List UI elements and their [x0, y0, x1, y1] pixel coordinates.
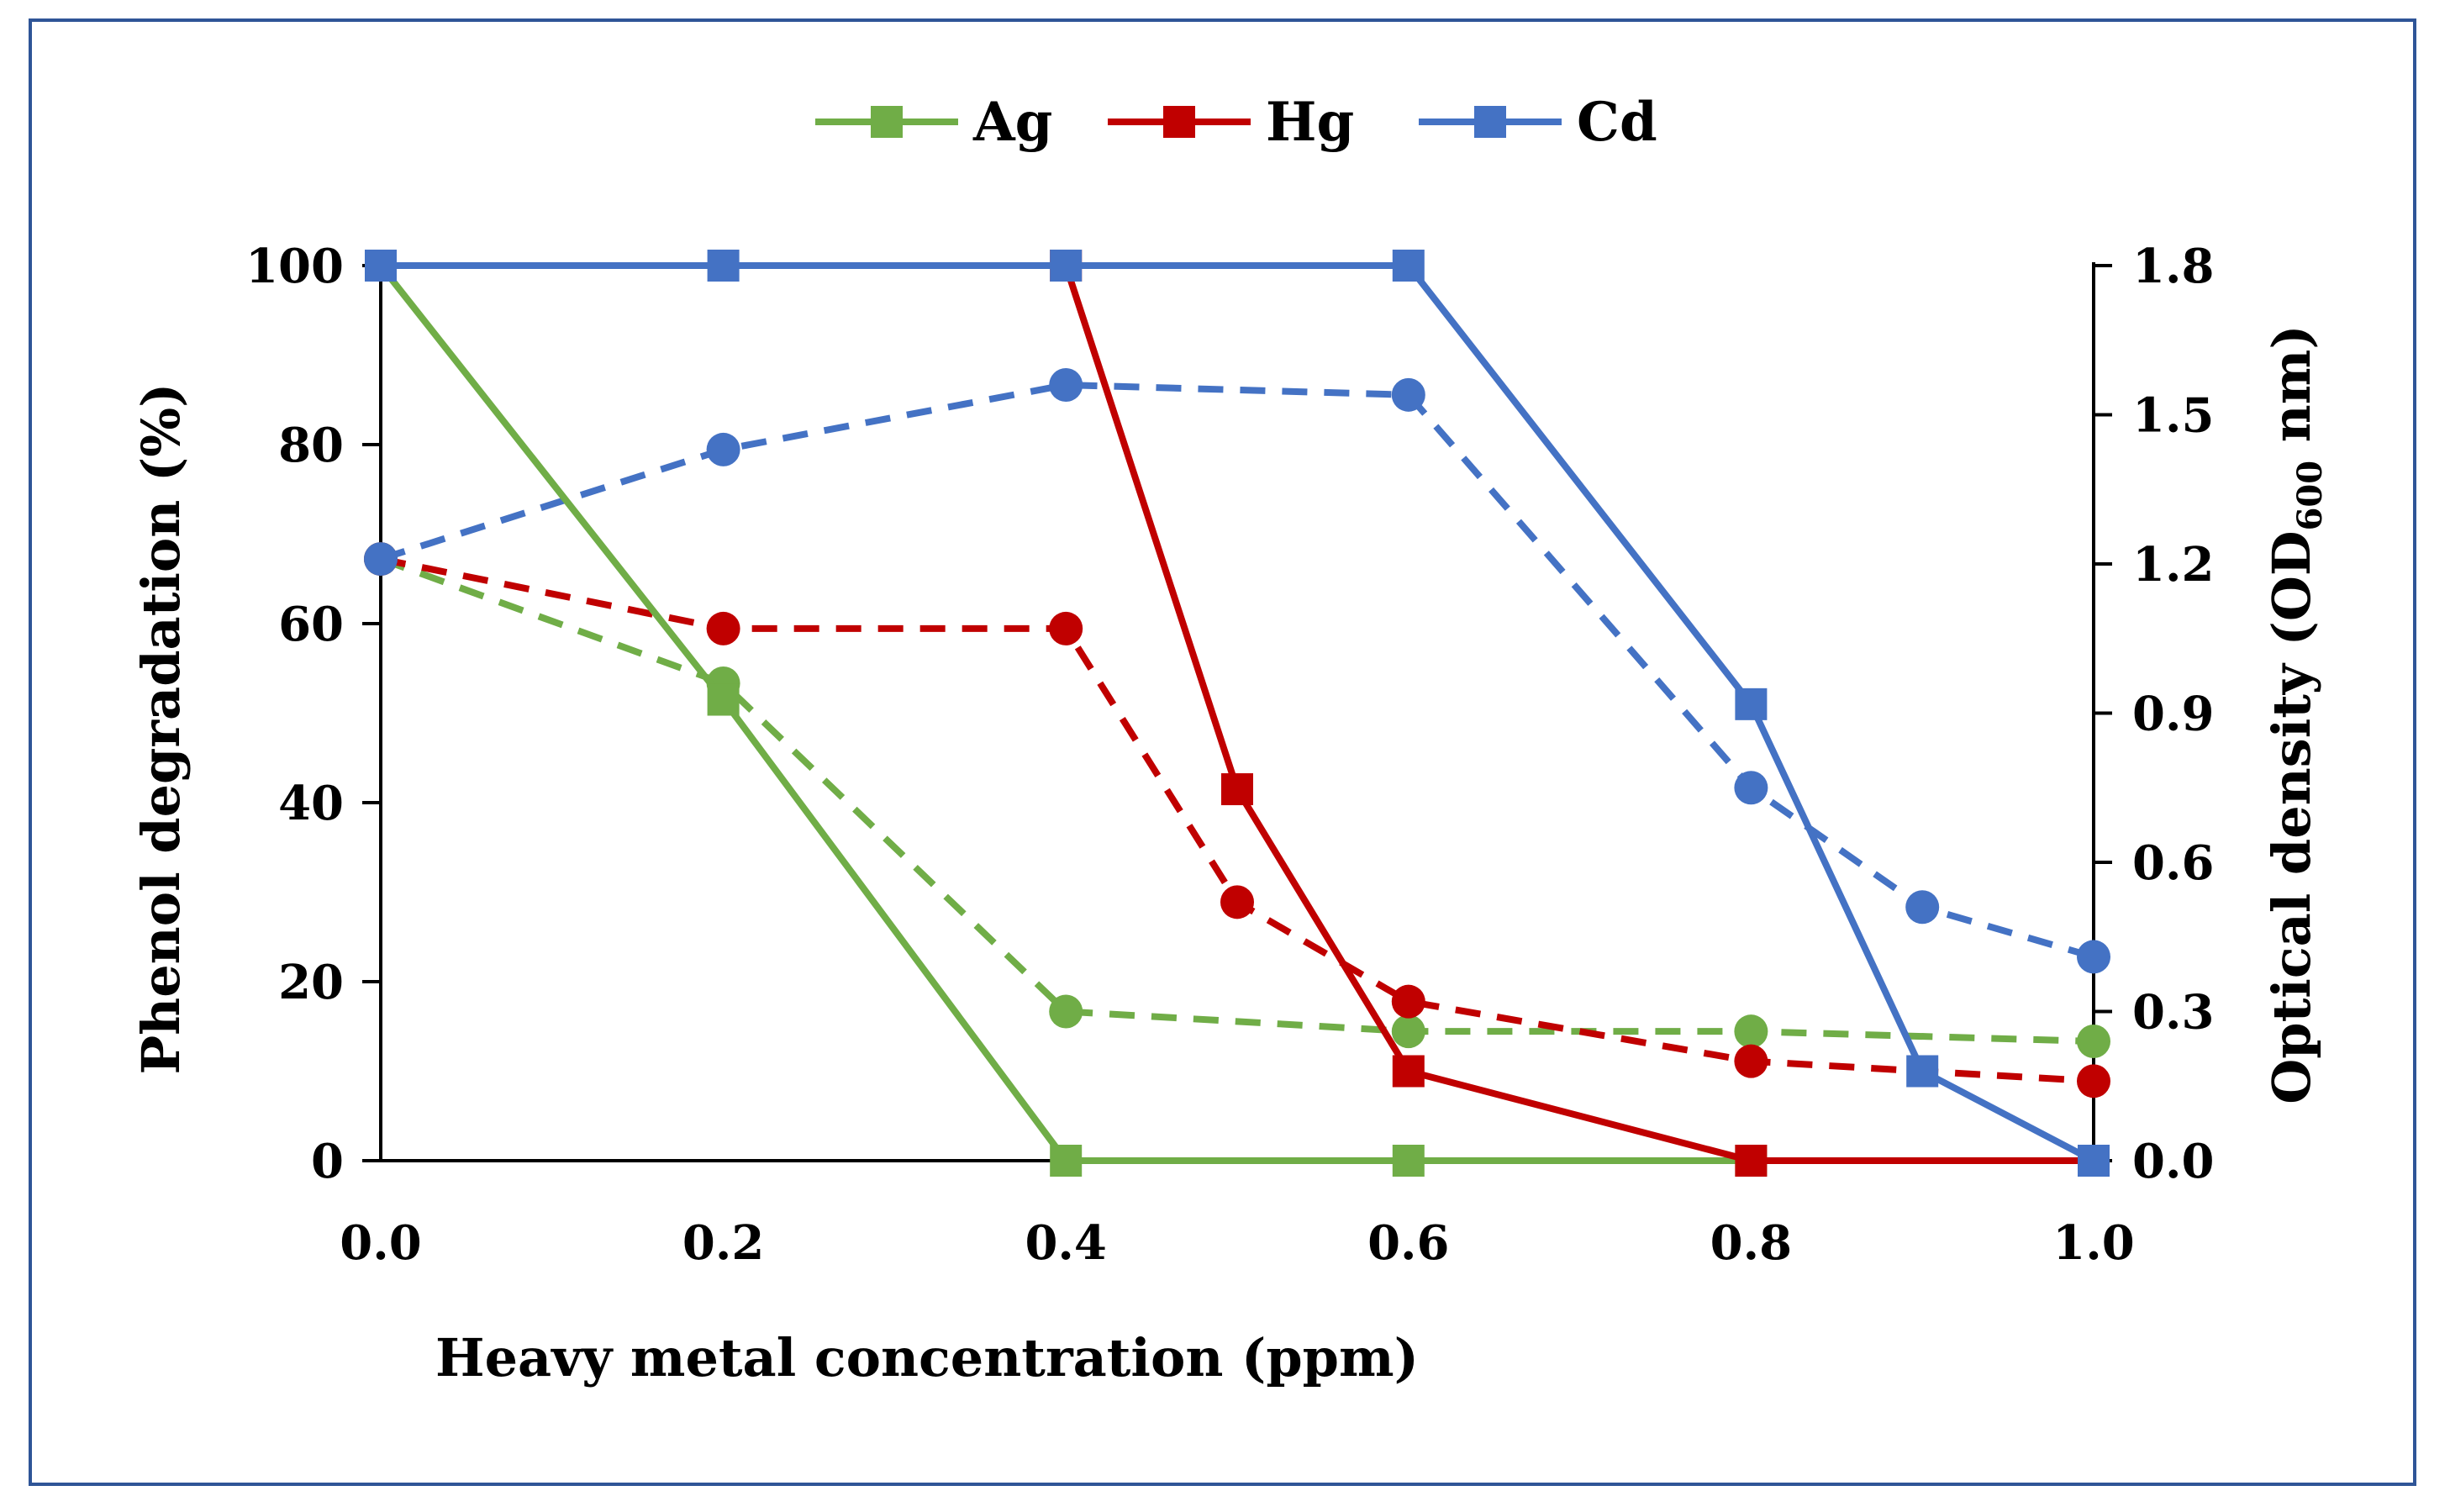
data-point-square	[1221, 773, 1253, 806]
data-point-circle	[1391, 984, 1425, 1019]
data-point-square	[707, 683, 740, 716]
legend-label: Hg	[1266, 91, 1354, 154]
series-line	[380, 556, 2094, 1085]
x-axis-title: Heavy metal concentration (ppm)	[435, 1327, 1419, 1388]
y2-tick-label: 0.3	[2132, 985, 2214, 1040]
y-tick-label: 100	[245, 239, 344, 294]
legend-swatch-marker	[1163, 106, 1195, 138]
series-line	[381, 262, 2095, 1164]
legend-swatch-marker	[1474, 106, 1506, 138]
legend-swatch-marker	[871, 106, 903, 138]
y2-title-subscript: 600	[2290, 461, 2330, 531]
data-point-circle	[1391, 377, 1425, 412]
data-point-circle	[706, 611, 740, 645]
y-tick-label: 60	[278, 597, 344, 652]
y-axis-title: Phenol degradation (%)	[130, 382, 192, 1074]
#4472c4-dashed-series	[364, 368, 2110, 974]
x-tick-label: 0.4	[1025, 1215, 1106, 1271]
data-point-square	[1735, 1145, 1768, 1177]
series-line	[1062, 264, 2094, 1164]
legend-item-hg: Hg	[1108, 91, 1354, 154]
legend-label: Ag	[972, 91, 1052, 154]
data-point-circle	[364, 542, 398, 577]
Cd-solid-series	[365, 250, 2110, 1177]
y2-tick-label: 1.2	[2132, 537, 2214, 593]
data-point-square	[1392, 1055, 1425, 1088]
data-point-square	[1050, 1145, 1083, 1177]
data-point-circle	[1220, 885, 1254, 919]
y2-axis-title: Optical density (OD600 nm)	[2261, 324, 2330, 1104]
data-point-circle	[1734, 1014, 1768, 1049]
x-tick-label: 0.6	[1367, 1215, 1449, 1271]
data-point-square	[2078, 1145, 2110, 1177]
x-tick-label: 0.0	[340, 1215, 421, 1271]
x-tick-label: 0.8	[1710, 1215, 1792, 1271]
series-line	[379, 382, 2095, 961]
series-line	[379, 556, 2094, 1045]
data-point-square	[1050, 250, 1083, 282]
y2-tick-label: 1.8	[2132, 239, 2214, 294]
data-point-square	[707, 250, 740, 282]
data-point-circle	[1905, 890, 1940, 925]
y2-tick-label: 0.0	[2132, 1134, 2214, 1189]
legend-item-ag: Ag	[815, 91, 1052, 154]
legend: Ag Hg Cd	[815, 91, 1657, 154]
x-tick-label: 0.2	[682, 1215, 764, 1271]
y2-tick-label: 1.5	[2132, 388, 2214, 444]
y-tick-label: 20	[278, 955, 344, 1010]
y2-title-main: Optical density (OD	[2261, 530, 2322, 1104]
data-point-circle	[1391, 1014, 1425, 1049]
data-point-square	[1735, 688, 1768, 720]
#c00000-dashed-series	[364, 542, 2110, 1098]
series-line	[377, 263, 2094, 1164]
data-point-circle	[2077, 940, 2110, 974]
data-point-square	[1392, 250, 1425, 282]
y-tick-label: 40	[278, 776, 344, 831]
data-point-circle	[2077, 1025, 2110, 1058]
legend-label: Cd	[1577, 91, 1657, 154]
data-point-circle	[1734, 771, 1768, 805]
y-tick-label: 0	[311, 1134, 344, 1189]
data-point-square	[365, 250, 397, 282]
data-point-circle	[1734, 1044, 1768, 1078]
y2-title-tail: nm)	[2261, 324, 2322, 461]
data-point-circle	[706, 432, 740, 466]
y-tick-label: 80	[278, 418, 344, 473]
y2-tick-label: 0.6	[2132, 835, 2214, 891]
series-layer	[364, 250, 2110, 1177]
data-point-circle	[1049, 994, 1083, 1029]
axes: 0.0 0.2 0.4 0.6 0.8 1.0 0 20 40 60 80 100 0.0 0.3 0.6 0…	[245, 239, 2214, 1271]
data-point-square	[1392, 1145, 1425, 1177]
data-point-circle	[2077, 1064, 2110, 1098]
data-point-square	[1906, 1055, 1939, 1088]
x-tick-label: 1.0	[2052, 1215, 2134, 1271]
Ag-solid-series	[365, 250, 2110, 1177]
y2-tick-label: 0.9	[2132, 687, 2214, 742]
legend-item-cd: Cd	[1419, 91, 1657, 154]
data-point-circle	[1049, 368, 1083, 402]
data-point-circle	[1049, 611, 1083, 645]
